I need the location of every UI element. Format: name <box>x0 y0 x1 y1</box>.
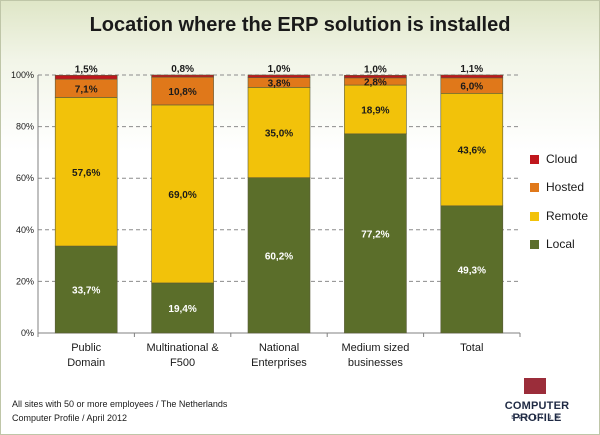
legend-swatch-hosted <box>530 183 539 192</box>
data-label-cloud: 1,0% <box>364 64 387 75</box>
data-label-hosted: 2,8% <box>364 77 387 88</box>
data-label-cloud: 1,0% <box>268 64 291 75</box>
bar-cloud <box>54 74 118 80</box>
data-label-local: 33,7% <box>72 286 100 297</box>
x-category-label: National <box>259 342 299 354</box>
x-category-label: Enterprises <box>251 357 307 369</box>
data-label-remote: 57,6% <box>72 168 100 179</box>
bar-local <box>151 282 214 334</box>
bar-cloud <box>440 74 504 79</box>
legend-label-local: Local <box>546 237 575 251</box>
y-tick-label: 100% <box>11 70 34 80</box>
footnote-sample: All sites with 50 or more employees / Th… <box>12 399 228 409</box>
x-category-label: Medium sized <box>341 342 409 354</box>
y-tick-label: 20% <box>16 276 34 286</box>
logo-mark-icon <box>520 378 546 398</box>
bar-hosted <box>151 76 214 106</box>
bar-cloud <box>247 74 311 78</box>
data-label-cloud: 1,1% <box>460 64 483 75</box>
data-label-remote: 18,9% <box>361 105 389 116</box>
bar-remote <box>247 87 311 178</box>
x-category-label: businesses <box>348 357 404 369</box>
x-category-label: Public <box>71 342 101 354</box>
bar-local <box>247 177 311 334</box>
legend-label-remote: Remote <box>546 209 589 223</box>
bar-cloud <box>151 74 214 78</box>
legend-swatch-remote <box>530 212 539 221</box>
data-label-remote: 43,6% <box>458 146 486 157</box>
legend-label-hosted: Hosted <box>546 180 585 194</box>
data-label-remote: 35,0% <box>265 129 293 140</box>
y-tick-label: 80% <box>16 122 34 132</box>
x-category-label: Domain <box>67 357 105 369</box>
data-label-cloud: 1,5% <box>75 64 98 75</box>
company-logo: COMPUTER PROFILE BENELUX <box>484 378 590 428</box>
bar-local <box>344 133 407 334</box>
y-tick-label: 0% <box>21 328 34 338</box>
x-category-label: Multinational & <box>147 342 220 354</box>
legend-swatch-cloud <box>530 155 539 164</box>
data-label-local: 19,4% <box>168 304 196 315</box>
bar-remote <box>54 97 118 247</box>
y-tick-label: 40% <box>16 225 34 235</box>
data-label-local: 49,3% <box>458 265 486 276</box>
data-label-local: 60,2% <box>265 251 293 262</box>
legend-swatch-local <box>530 240 539 249</box>
data-label-hosted: 7,1% <box>75 84 98 95</box>
data-label-hosted: 10,8% <box>168 87 196 98</box>
logo-name: COMPUTER PROFILE <box>504 400 570 424</box>
data-label-cloud: 0,8% <box>171 64 194 75</box>
data-label-hosted: 6,0% <box>460 82 483 93</box>
x-category-label: Total <box>460 342 483 354</box>
footnote-source: Computer Profile / April 2012 <box>12 413 128 423</box>
chart-title: Location where the ERP solution is insta… <box>89 14 511 36</box>
y-tick-label: 60% <box>16 173 34 183</box>
legend-label-cloud: Cloud <box>546 152 578 166</box>
data-label-remote: 69,0% <box>168 190 196 201</box>
bar-remote <box>440 93 504 207</box>
logo-subtitle: BENELUX <box>511 415 563 421</box>
bar-local <box>440 205 504 334</box>
data-label-hosted: 3,8% <box>268 78 291 89</box>
bar-cloud <box>344 74 407 79</box>
x-category-label: F500 <box>170 357 195 369</box>
bar-remote <box>344 84 407 135</box>
data-label-local: 77,2% <box>361 229 389 240</box>
